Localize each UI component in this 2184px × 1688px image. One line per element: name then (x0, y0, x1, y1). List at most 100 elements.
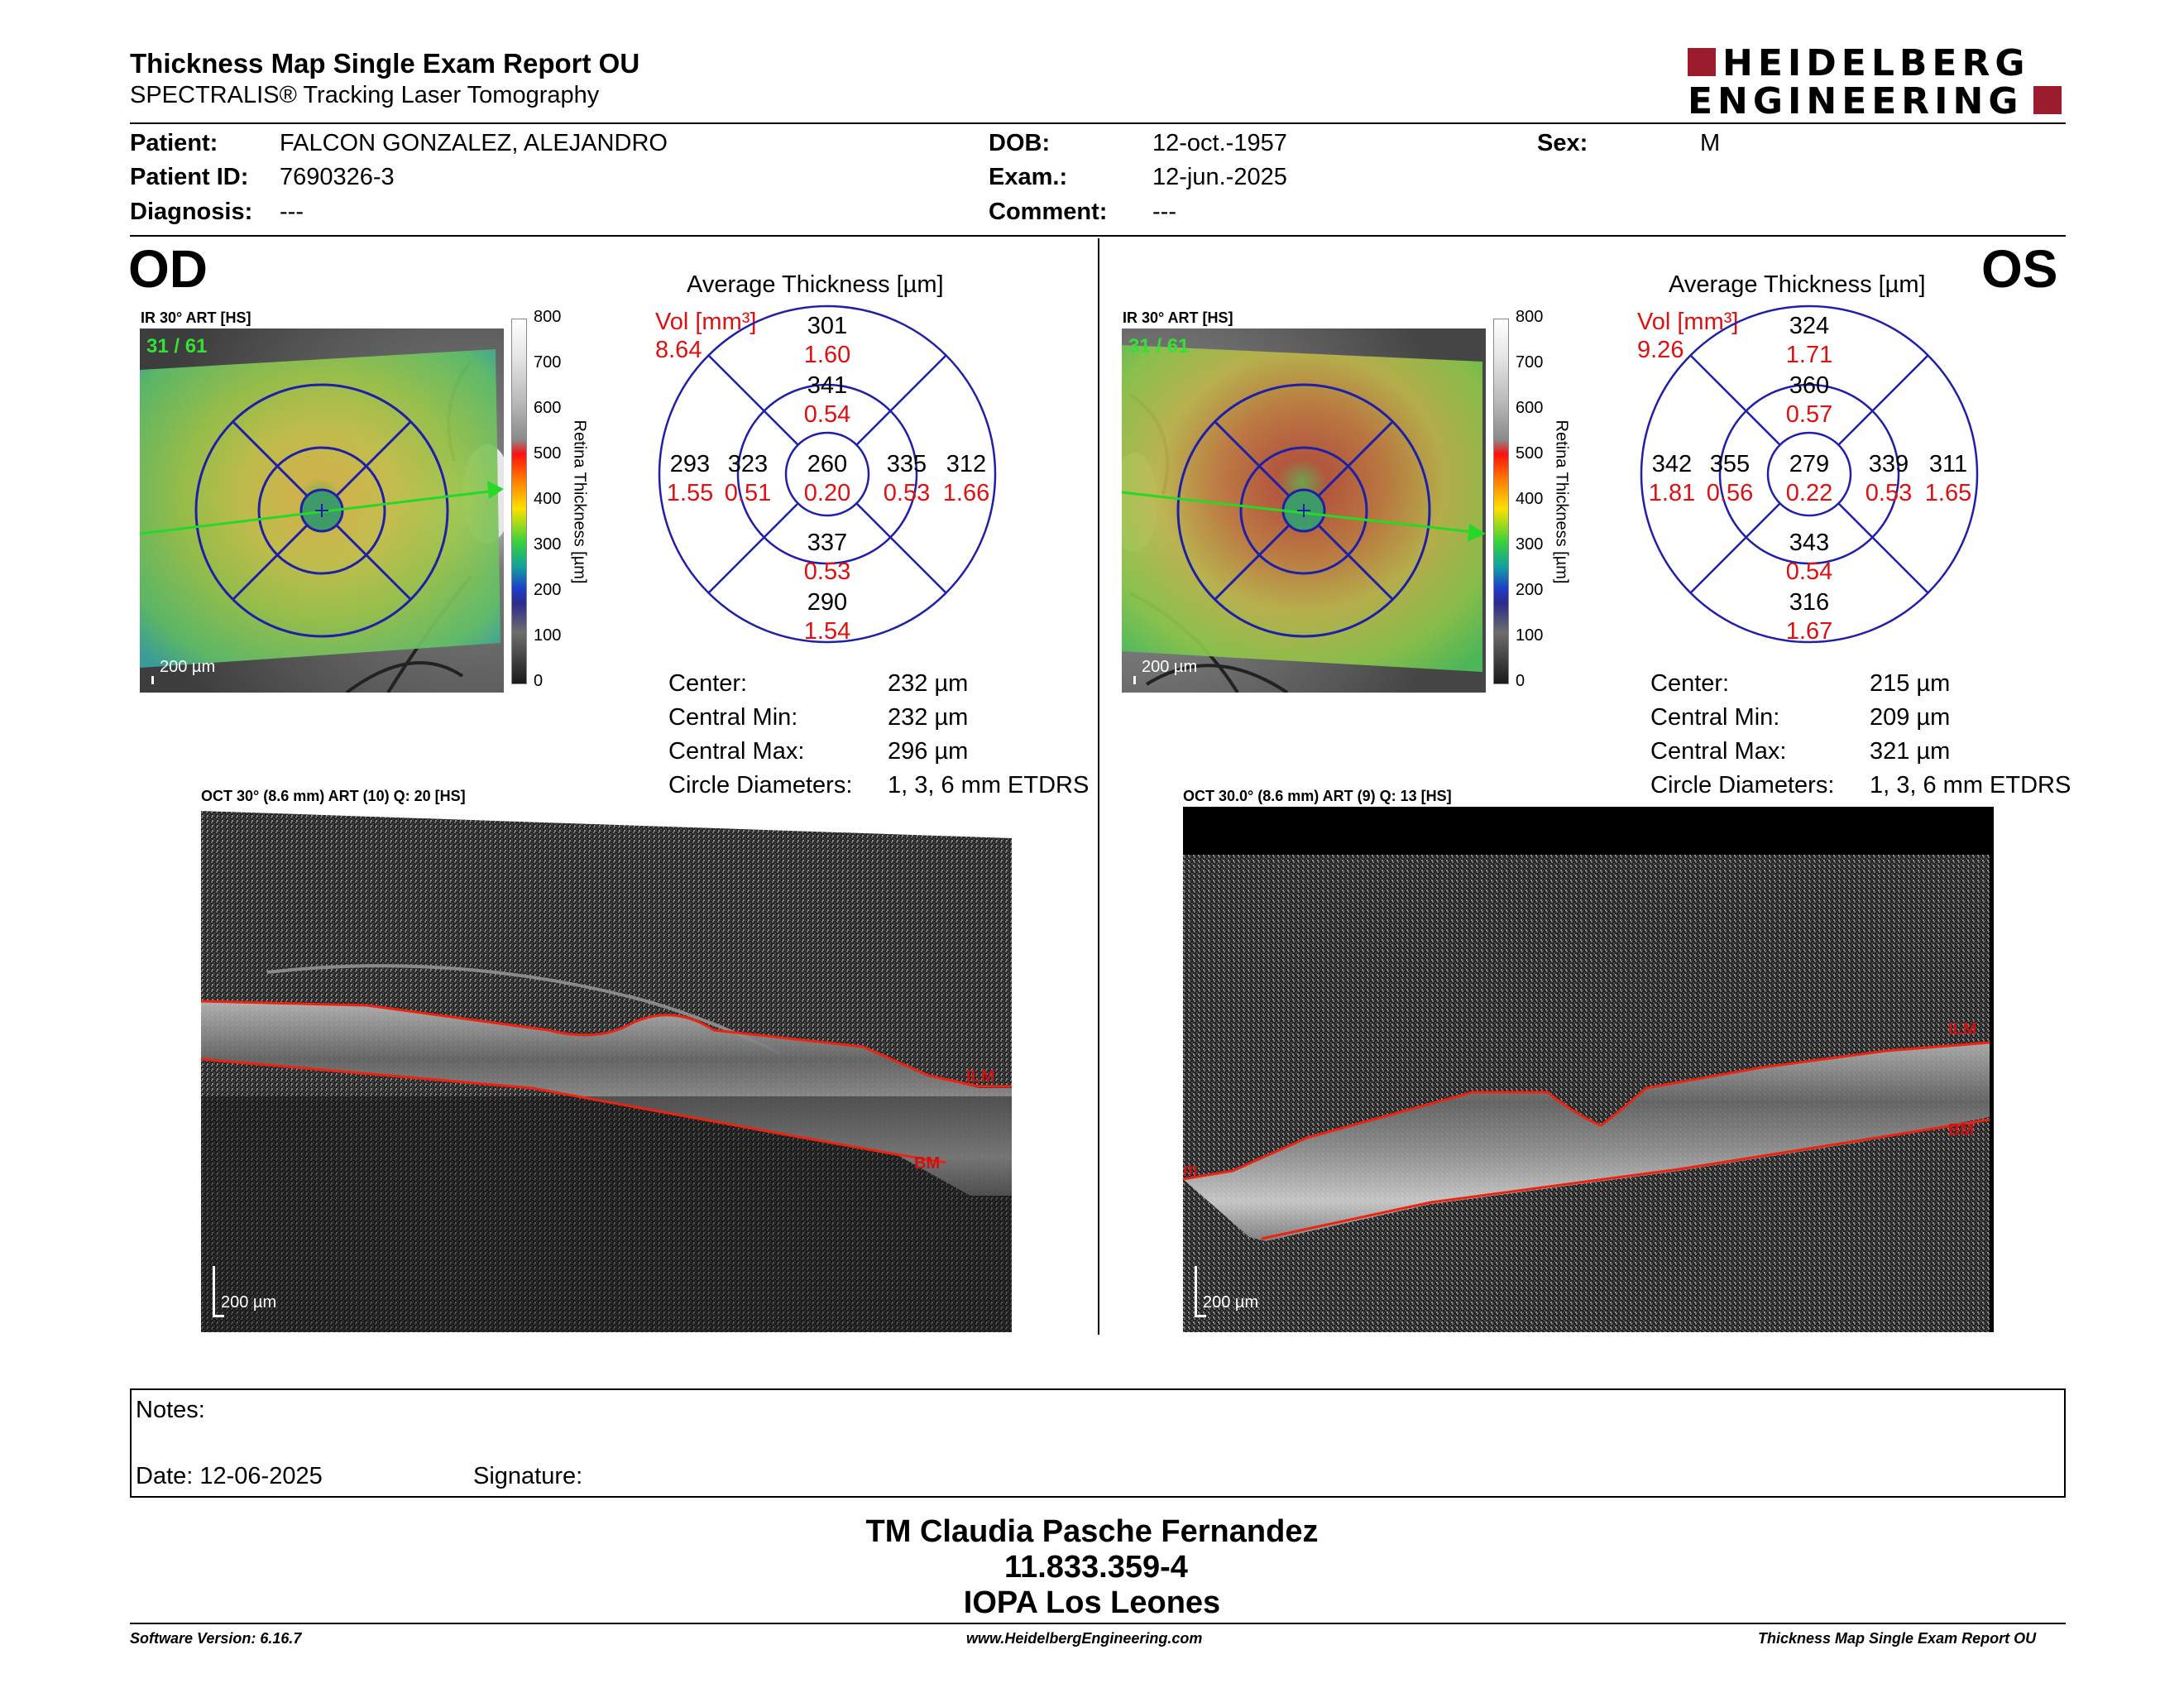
od-outer-temporal-thickness: 293 (669, 451, 711, 477)
sex-value: M (1700, 130, 1721, 156)
od-stat-value: 1, 3, 6 mm ETDRS (888, 772, 1090, 798)
notes-date: Date: 12-06-2025 (136, 1463, 323, 1489)
notes-label: Notes: (136, 1397, 205, 1423)
os-bm-label: BM (1948, 1121, 1975, 1139)
od-stat-label: Central Min: (668, 704, 798, 731)
os-inner-superior-volume: 0.57 (1785, 401, 1833, 428)
od-inner-inferior-thickness: 337 (807, 530, 848, 556)
od-colorbar-title: Retina Thickness [µm] (570, 420, 589, 584)
comment-value: --- (1152, 199, 1176, 225)
diagnosis-label: Diagnosis: (130, 199, 253, 225)
report-title: Thickness Map Single Exam Report OU (130, 48, 640, 79)
od-outer-temporal-volume: 1.55 (666, 480, 714, 506)
os-ir-scale-bar (1133, 676, 1136, 684)
od-ir-scale-bar (151, 676, 154, 684)
od-etdrs-grid (658, 305, 997, 644)
od-ir-fundus-image: 31 / 61 200 µm (140, 328, 504, 693)
os-tick: 300 (1516, 535, 1544, 554)
od-inner-temporal-volume: 0.51 (724, 480, 772, 506)
os-outer-superior-volume: 1.71 (1785, 342, 1833, 368)
patient-label: Patient: (130, 130, 218, 156)
os-tick: 100 (1516, 626, 1544, 645)
os-ilm-label: ILM (1948, 1020, 1977, 1038)
od-stat-value: 296 µm (888, 738, 969, 765)
od-tick: 200 (534, 581, 562, 599)
os-ir-label: IR 30° ART [HS] (1123, 309, 1233, 326)
os-stat-value: 209 µm (1870, 704, 1951, 731)
logo-square-top (1688, 48, 1716, 76)
heidelberg-logo: HEIDELBERG ENGINEERING (1688, 46, 2068, 120)
os-stat-value: 1, 3, 6 mm ETDRS (1870, 772, 2071, 798)
os-oct-label: OCT 30.0° (8.6 mm) ART (9) Q: 13 [HS] (1183, 788, 1452, 804)
od-ir-scale-label: 200 µm (160, 658, 216, 676)
od-stat-label: Circle Diameters: (668, 772, 853, 798)
od-inner-inferior-volume: 0.53 (803, 559, 851, 585)
dob-label: DOB: (989, 130, 1051, 156)
os-tick: 200 (1516, 581, 1544, 599)
notes-box: Notes: Date: 12-06-2025 Signature: (130, 1388, 2066, 1498)
os-tick: 800 (1516, 308, 1544, 326)
od-inner-nasal-thickness: 335 (886, 451, 927, 477)
od-tick: 300 (534, 535, 562, 554)
os-outer-inferior-volume: 1.67 (1785, 618, 1833, 645)
od-outer-inferior-thickness: 290 (807, 589, 848, 616)
patient-id: 7690326-3 (280, 164, 395, 190)
os-stat-value: 321 µm (1870, 738, 1951, 765)
od-stat-label: Central Max: (668, 738, 805, 765)
sex-label: Sex: (1537, 130, 1588, 156)
os-tick: 700 (1516, 353, 1544, 372)
od-tick: 700 (534, 353, 562, 372)
os-outer-temporal-volume: 1.81 (1648, 480, 1696, 506)
os-oct-scale-foot (1195, 1315, 1206, 1317)
od-oct-label: OCT 30° (8.6 mm) ART (10) Q: 20 [HS] (201, 788, 466, 804)
od-center-thickness: 260 (807, 451, 848, 477)
od-inner-temporal-thickness: 323 (727, 451, 769, 477)
od-stat-value: 232 µm (888, 670, 969, 697)
od-outer-nasal-thickness: 312 (946, 451, 987, 477)
od-ilm-label: ILM (966, 1067, 995, 1086)
os-colorbar-title: Retina Thickness [µm] (1552, 420, 1571, 584)
os-tick: 400 (1516, 490, 1544, 508)
os-outer-nasal-thickness: 311 (1928, 451, 1968, 477)
os-outer-inferior-thickness: 316 (1789, 589, 1830, 616)
os-frame-counter: 31 / 61 (1128, 335, 1190, 357)
exam-label: Exam.: (989, 164, 1068, 190)
footer-software-version: Software Version: 6.16.7 (130, 1630, 302, 1647)
os-ir-fundus-image: 31 / 61 200 µm (1122, 328, 1486, 693)
notes-signature-label: Signature: (473, 1463, 583, 1489)
os-oct-scale-bar (1195, 1266, 1197, 1317)
footer-website: www.HeidelbergEngineering.com (966, 1630, 1203, 1647)
logo-square-bottom (2033, 86, 2062, 114)
od-oct-bscan-image: ILM BM 200 µm (201, 807, 1012, 1332)
od-tick: 600 (534, 399, 562, 417)
logo-text-line2: ENGINEERING (1688, 80, 2024, 122)
od-tick: 800 (534, 308, 562, 326)
od-oct-scale-foot (213, 1315, 224, 1317)
os-stat-value: 215 µm (1870, 670, 1951, 697)
os-stat-label: Circle Diameters: (1650, 772, 1835, 798)
os-stat-label: Center: (1650, 670, 1730, 697)
os-colorbar (1493, 319, 1509, 684)
od-frame-counter: 31 / 61 (146, 335, 208, 357)
od-center-volume: 0.20 (803, 480, 851, 506)
os-center-volume: 0.22 (1785, 480, 1833, 506)
os-tick: 500 (1516, 444, 1544, 463)
od-inner-nasal-volume: 0.53 (883, 480, 931, 506)
os-inner-nasal-volume: 0.53 (1865, 480, 1913, 506)
os-inner-superior-thickness: 360 (1789, 372, 1830, 399)
os-outer-temporal-thickness: 342 (1651, 451, 1693, 477)
signer-name: TM Claudia Pasche Fernandez (865, 1514, 1319, 1549)
os-inner-inferior-thickness: 343 (1789, 530, 1830, 556)
od-stat-value: 232 µm (888, 704, 969, 731)
od-colorbar (511, 319, 527, 684)
os-stat-label: Central Min: (1650, 704, 1780, 731)
os-inner-nasal-thickness: 339 (1868, 451, 1909, 477)
patient-name: FALCON GONZALEZ, ALEJANDRO (280, 130, 668, 156)
logo-text-line1: HEIDELBERG (1722, 42, 2030, 84)
od-tick: 400 (534, 490, 562, 508)
od-tick: 0 (534, 672, 544, 690)
os-outer-nasal-volume: 1.65 (1924, 480, 1972, 506)
os-eye-label: OS (1981, 239, 2058, 299)
os-stat-label: Central Max: (1650, 738, 1787, 765)
od-vol-total: 8.64 (655, 337, 702, 363)
